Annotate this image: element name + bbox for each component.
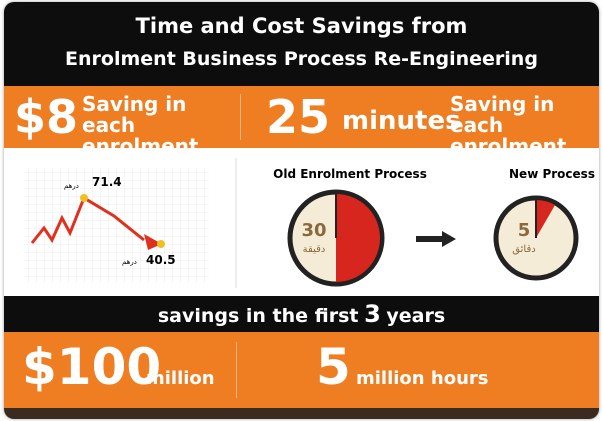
old-unit: دقيقة xyxy=(303,244,326,255)
heading-years: 3 xyxy=(364,300,381,328)
chart-grid xyxy=(24,168,209,283)
trend-line xyxy=(30,195,145,244)
footer xyxy=(4,408,599,419)
heading-part: years xyxy=(386,305,446,327)
illustration: 71.4 درهم 40.5 درهم Old Enrolment Proces… xyxy=(24,158,595,288)
cost-time-band: $8 Saving in each enrolment 25 minutes S… xyxy=(4,86,599,157)
title-band: Time and Cost Savings from Enrolment Bus… xyxy=(4,2,599,86)
new-minutes: 5 xyxy=(518,220,531,241)
heading-part: savings in the first xyxy=(157,305,359,327)
point xyxy=(80,194,88,202)
money-value: $100 xyxy=(22,338,162,396)
new-unit: دقائق xyxy=(512,244,535,255)
old-clock: 30 دقيقة xyxy=(287,189,385,287)
illustration-band: 71.4 درهم 40.5 درهم Old Enrolment Proces… xyxy=(4,148,599,296)
title-line-1: Time and Cost Savings from xyxy=(135,14,468,38)
new-label: New Process xyxy=(509,167,595,181)
divider xyxy=(240,94,241,140)
arrow xyxy=(442,231,456,247)
infographic: Time and Cost Savings from Enrolment Bus… xyxy=(4,2,599,419)
new-clock: 5 دقائق xyxy=(493,195,579,281)
point xyxy=(157,240,165,248)
old-minutes: 30 xyxy=(301,220,326,241)
cost-value: $8 xyxy=(14,90,79,144)
low-value: 40.5 xyxy=(146,253,176,267)
time-unit: minutes xyxy=(342,106,461,136)
divider xyxy=(236,342,237,398)
hours-value: 5 xyxy=(316,338,351,396)
high-currency: درهم xyxy=(64,182,79,190)
title-line-2: Enrolment Business Process Re-Engineerin… xyxy=(65,48,538,70)
low-currency: درهم xyxy=(122,258,137,266)
savings-heading-band: savings in the first 3 years xyxy=(4,296,599,332)
trend-arrow xyxy=(144,234,162,250)
time-value: 25 xyxy=(266,90,331,144)
savings-band: $100 million 5 million hours xyxy=(4,332,599,408)
high-value: 71.4 xyxy=(92,175,122,189)
hours-unit: million hours xyxy=(356,368,489,389)
old-label: Old Enrolment Process xyxy=(273,167,427,181)
money-unit: million xyxy=(146,368,215,389)
